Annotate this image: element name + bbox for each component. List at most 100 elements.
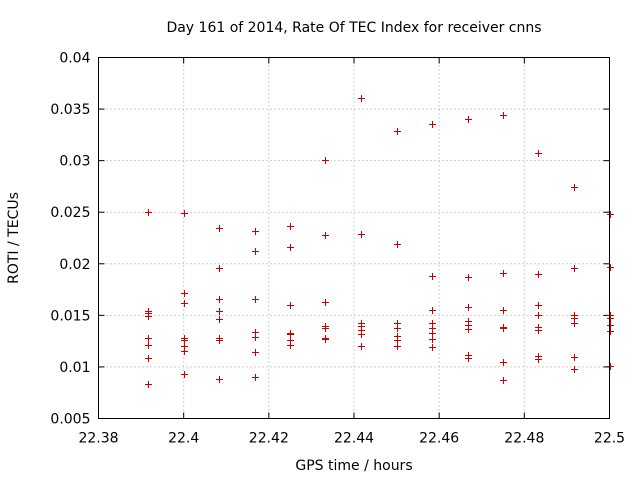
x-tick-label: 22.38	[78, 431, 118, 447]
x-tick-label: 22.44	[334, 431, 374, 447]
y-tick-label: 0.015	[50, 308, 90, 324]
x-tick-label: 22.4	[168, 431, 199, 447]
data-point	[181, 300, 188, 307]
data-point	[394, 325, 401, 332]
data-point	[322, 336, 329, 343]
data-point	[216, 316, 223, 323]
data-point	[287, 244, 294, 251]
data-point	[607, 315, 614, 322]
data-point	[216, 265, 223, 272]
data-point	[358, 343, 365, 350]
data-point	[181, 371, 188, 378]
y-tick-label: 0.02	[59, 257, 90, 273]
data-point	[429, 121, 436, 128]
data-point	[535, 312, 542, 319]
data-point	[252, 349, 259, 356]
data-point	[358, 331, 365, 338]
data-point	[607, 363, 614, 370]
data-point	[429, 336, 436, 343]
data-point	[216, 376, 223, 383]
plot-frame	[98, 57, 610, 419]
data-point	[535, 327, 542, 334]
data-point	[252, 334, 259, 341]
data-point	[252, 248, 259, 255]
y-tick-label: 0.005	[50, 412, 90, 428]
x-tick-labels: 22.38 22.4 22.42 22.44 22.46 22.48 22.5	[78, 431, 625, 447]
data-point	[429, 273, 436, 280]
data-point	[465, 326, 472, 333]
data-point	[322, 325, 329, 332]
data-point	[465, 274, 472, 281]
y-tick-label: 0.035	[50, 102, 90, 118]
data-point	[252, 374, 259, 381]
data-point	[216, 225, 223, 232]
data-point	[145, 342, 152, 349]
data-point	[145, 355, 152, 362]
data-point	[500, 270, 507, 277]
data-point	[500, 359, 507, 366]
grid-lines	[98, 57, 610, 419]
data-point	[145, 335, 152, 342]
x-tick-label: 22.46	[419, 431, 459, 447]
y-tick-label: 0.01	[59, 360, 90, 376]
data-point	[394, 241, 401, 248]
data-point	[465, 116, 472, 123]
data-point	[287, 302, 294, 309]
data-point	[216, 308, 223, 315]
data-points	[145, 95, 614, 388]
data-point	[394, 337, 401, 344]
data-point	[252, 296, 259, 303]
data-point	[535, 302, 542, 309]
data-point	[607, 264, 614, 271]
data-point	[465, 355, 472, 362]
data-point	[145, 381, 152, 388]
data-point	[287, 331, 294, 338]
data-point	[216, 296, 223, 303]
x-tick-label: 22.48	[504, 431, 544, 447]
data-point	[571, 366, 578, 373]
data-point	[181, 290, 188, 297]
data-point	[571, 320, 578, 327]
y-tick-labels: 0.005 0.01 0.015 0.02 0.025 0.03 0.035 0.04	[50, 51, 90, 428]
data-point	[358, 95, 365, 102]
data-point	[394, 343, 401, 350]
data-point	[181, 337, 188, 344]
data-point	[145, 313, 152, 320]
data-point	[181, 348, 188, 355]
data-point	[287, 223, 294, 230]
data-point	[535, 150, 542, 157]
data-point	[500, 325, 507, 332]
data-point	[429, 330, 436, 337]
data-point	[500, 307, 507, 314]
data-point	[287, 342, 294, 349]
data-point	[500, 112, 507, 119]
data-point	[465, 304, 472, 311]
data-point	[145, 209, 152, 216]
data-point	[429, 307, 436, 314]
data-point	[322, 232, 329, 239]
chart-title: Day 161 of 2014, Rate Of TEC Index for r…	[166, 20, 541, 36]
data-point	[181, 210, 188, 217]
data-point	[571, 354, 578, 361]
data-point	[571, 265, 578, 272]
y-tick-label: 0.04	[59, 51, 90, 67]
y-tick-label: 0.03	[59, 154, 90, 170]
data-point	[252, 228, 259, 235]
x-tick-label: 22.42	[249, 431, 289, 447]
data-point	[500, 377, 507, 384]
data-point	[216, 337, 223, 344]
data-point	[607, 322, 614, 329]
data-point	[322, 299, 329, 306]
x-axis-title: GPS time / hours	[295, 458, 412, 474]
y-axis-title: ROTI / TECUs	[6, 192, 22, 284]
data-point	[358, 231, 365, 238]
data-point	[535, 356, 542, 363]
data-point	[607, 328, 614, 335]
data-point	[394, 128, 401, 135]
data-point	[429, 344, 436, 351]
data-point	[322, 157, 329, 164]
x-tick-label: 22.5	[594, 431, 625, 447]
data-point	[607, 211, 614, 218]
data-point	[571, 184, 578, 191]
y-tick-label: 0.025	[50, 205, 90, 221]
